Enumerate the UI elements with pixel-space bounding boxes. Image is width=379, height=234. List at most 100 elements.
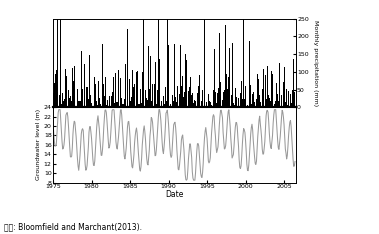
Bar (125, 64, 126, 107)
Bar (245, 86, 246, 107)
Bar (170, 104, 171, 107)
Bar (127, 29, 128, 107)
Bar (178, 86, 179, 107)
Bar (187, 105, 188, 107)
Bar (141, 102, 142, 107)
Bar (168, 45, 169, 107)
Bar (229, 48, 230, 107)
Bar (53, 93, 54, 107)
Bar (180, 45, 181, 107)
Y-axis label: Groundwater level (m): Groundwater level (m) (36, 109, 41, 180)
Bar (222, 100, 223, 107)
Bar (162, 83, 163, 107)
Bar (59, 95, 60, 107)
Bar (262, 89, 263, 107)
Bar (131, 97, 132, 107)
Bar (204, 19, 205, 107)
Bar (284, 67, 285, 107)
Bar (253, 92, 254, 107)
Bar (240, 93, 241, 107)
Bar (230, 83, 231, 107)
Bar (242, 99, 243, 107)
Bar (121, 98, 122, 107)
Bar (201, 101, 202, 107)
Bar (189, 79, 190, 107)
Bar (285, 102, 286, 107)
Bar (92, 93, 93, 107)
Bar (144, 82, 145, 107)
Bar (74, 66, 75, 107)
Bar (264, 76, 265, 107)
Bar (186, 60, 187, 107)
Bar (184, 92, 185, 107)
Bar (72, 68, 73, 107)
Bar (150, 56, 151, 107)
Bar (147, 100, 148, 107)
Bar (174, 44, 175, 107)
Bar (94, 77, 95, 107)
Bar (231, 95, 232, 107)
Bar (134, 84, 135, 107)
Bar (154, 84, 155, 107)
Bar (152, 84, 153, 107)
Bar (177, 86, 178, 107)
Bar (212, 98, 213, 107)
Bar (78, 101, 79, 107)
Bar (213, 90, 214, 107)
Bar (61, 104, 62, 107)
Bar (139, 104, 140, 107)
Bar (69, 99, 70, 107)
Bar (115, 73, 116, 107)
Bar (249, 41, 250, 107)
Bar (145, 90, 146, 107)
Bar (157, 90, 158, 107)
Bar (146, 99, 147, 107)
Bar (211, 105, 212, 107)
Bar (279, 63, 280, 107)
Bar (263, 69, 264, 107)
Bar (194, 43, 195, 107)
Bar (260, 102, 261, 107)
Bar (159, 59, 160, 107)
Bar (89, 55, 90, 107)
Bar (197, 93, 198, 107)
Bar (195, 102, 196, 107)
Bar (220, 82, 221, 107)
Bar (124, 99, 125, 107)
Bar (54, 83, 55, 107)
Bar (166, 101, 167, 107)
Bar (104, 96, 105, 107)
Bar (216, 103, 217, 107)
Bar (55, 74, 56, 107)
Bar (267, 66, 268, 107)
Bar (274, 104, 275, 107)
Bar (256, 99, 257, 107)
Bar (287, 106, 288, 107)
Bar (188, 91, 189, 107)
Bar (241, 81, 242, 107)
Bar (163, 96, 164, 107)
Bar (192, 93, 193, 107)
Bar (165, 87, 166, 107)
Bar (200, 106, 201, 107)
Bar (116, 102, 117, 107)
Bar (268, 95, 269, 107)
Bar (206, 102, 207, 107)
Bar (277, 94, 278, 107)
Bar (140, 89, 141, 107)
Bar (266, 99, 267, 107)
Text: 자료: Bloomfield and Marchant(2013).: 자료: Bloomfield and Marchant(2013). (4, 223, 142, 232)
Bar (138, 104, 139, 107)
Bar (67, 102, 68, 107)
Bar (199, 75, 200, 107)
Bar (164, 103, 165, 107)
Bar (235, 88, 236, 107)
Bar (118, 69, 119, 107)
Bar (218, 88, 219, 107)
Bar (289, 91, 290, 107)
Bar (99, 98, 100, 107)
Bar (129, 79, 130, 107)
Bar (276, 83, 277, 107)
Bar (214, 99, 215, 107)
Bar (205, 72, 206, 107)
